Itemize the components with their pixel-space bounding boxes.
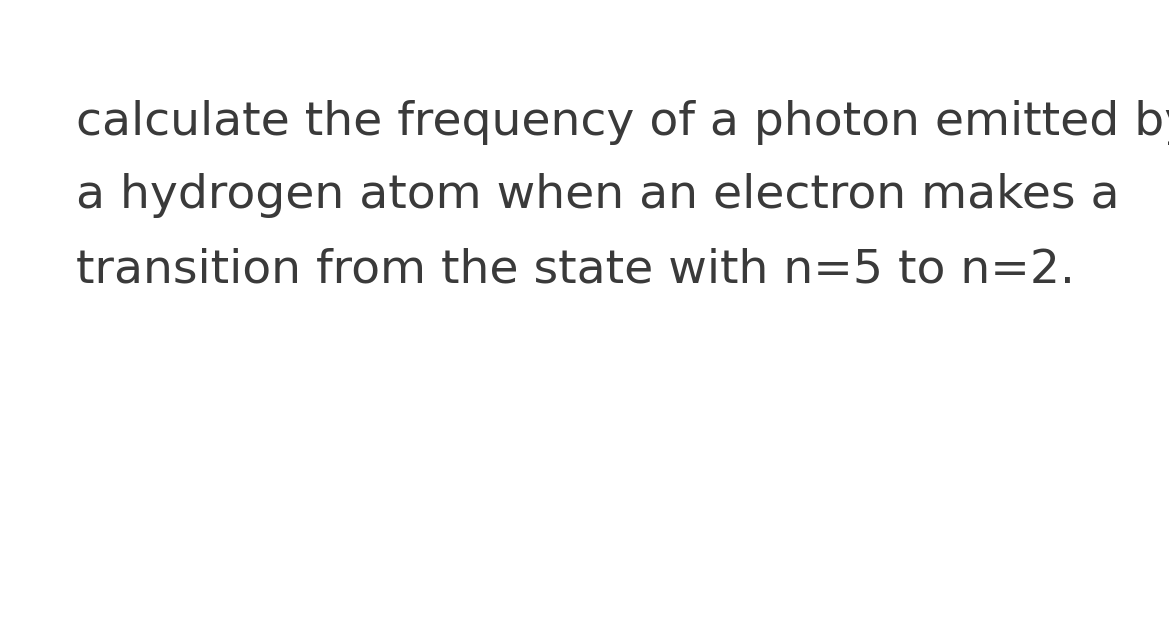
Text: transition from the state with n=5 to n=2.: transition from the state with n=5 to n=… <box>76 247 1075 292</box>
Text: calculate the frequency of a photon emitted by: calculate the frequency of a photon emit… <box>76 100 1169 144</box>
Text: a hydrogen atom when an electron makes a: a hydrogen atom when an electron makes a <box>76 173 1120 218</box>
